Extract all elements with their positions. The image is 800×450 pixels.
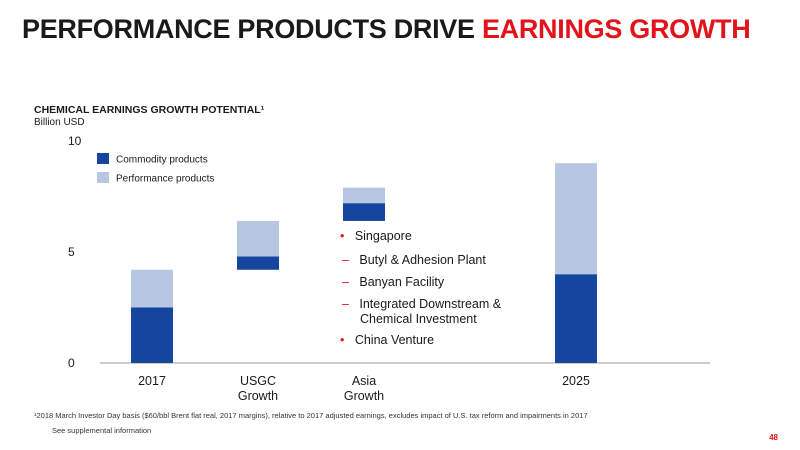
dash-icon: – [342,297,349,311]
page-title: PERFORMANCE PRODUCTS DRIVE EARNINGS GROW… [22,14,751,44]
bar-performance [343,187,385,204]
x-tick-label: Growth [238,389,278,403]
x-tick-label: Asia [352,374,376,388]
legend-swatch [97,153,109,164]
bar-performance [131,269,173,308]
dash-icon: – [342,253,349,267]
y-tick-label: 5 [68,245,75,259]
legend-label: Commodity products [116,155,208,166]
page-number: 48 [769,433,778,442]
x-tick-label: 2017 [138,374,166,388]
bar-commodity [237,256,279,270]
legend-label: Performance products [116,174,214,185]
callout-sub-integrated: Integrated Downstream & [359,297,502,311]
dash-icon: – [342,275,349,289]
x-tick-label: Growth [344,389,384,403]
x-tick-label: 2025 [562,374,590,388]
footnote: ¹2018 March Investor Day basis ($60/bbl … [34,411,588,420]
bullet-dot-icon: • [340,333,345,347]
callout-item-china: China Venture [354,333,435,347]
chart-title: CHEMICAL EARNINGS GROWTH POTENTIAL¹ [34,104,265,116]
bar-performance [555,163,597,275]
callout-sub-butyl: Butyl & Adhesion Plant [359,253,486,267]
chart-subtitle: Billion USD [34,117,85,128]
callout-sub-integrated-2: Chemical Investment [360,312,477,326]
callout-item-singapore: Singapore [354,229,412,243]
y-tick-label: 0 [68,356,75,370]
bar-commodity [343,203,385,221]
footnote-supplemental: See supplemental information [52,426,152,435]
callout-sub-banyan: Banyan Facility [359,275,445,289]
legend-swatch [97,172,109,183]
x-tick-label: USGC [240,374,276,388]
y-tick-label: 10 [68,134,82,148]
bullet-dot-icon: • [340,229,345,243]
page-title-highlight: EARNINGS GROWTH [481,14,751,44]
bar-commodity [131,307,173,363]
bar-commodity [555,274,597,363]
bar-performance [237,220,279,257]
